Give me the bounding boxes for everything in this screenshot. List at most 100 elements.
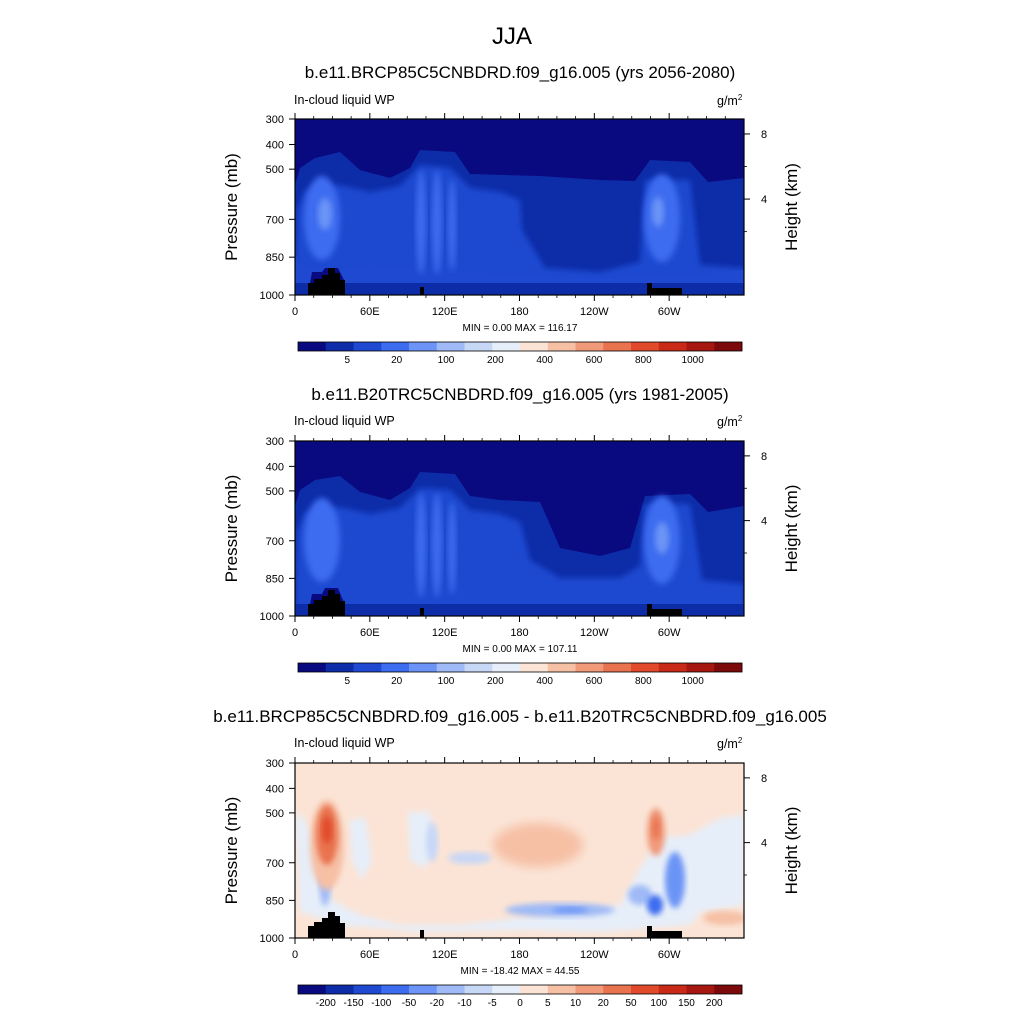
y-axis-label: Pressure (mb) (222, 797, 241, 905)
colorbar-label: -100 (371, 998, 391, 1009)
y-tick-label: 1000 (260, 611, 284, 623)
y2-tick-label: 4 (761, 838, 767, 850)
colorbar-label: 200 (487, 355, 504, 366)
colorbar-swatch (325, 342, 354, 351)
panel-2-contour-level-2 (295, 488, 744, 616)
panel-2-cell-5-core (655, 522, 669, 554)
colorbar-swatch (353, 342, 382, 351)
panel-3-units: g/m2 (717, 736, 743, 751)
colorbar-label: 20 (598, 998, 610, 1009)
y-tick-label: 500 (266, 164, 284, 176)
colorbar-label: 800 (635, 355, 652, 366)
colorbar-label: -150 (343, 998, 363, 1009)
colorbar-swatch (603, 663, 632, 672)
colorbar-label: 150 (678, 998, 695, 1009)
colorbar-swatch (520, 663, 549, 672)
x-tick-label: 60E (360, 627, 380, 639)
colorbar-swatch (298, 985, 327, 994)
colorbar-swatch (714, 663, 743, 672)
panel-1-variable-label: In-cloud liquid WP (294, 93, 395, 107)
colorbar-swatch (464, 342, 493, 351)
panel-3-contour-neg-9 (628, 885, 652, 905)
colorbar-swatch (409, 663, 438, 672)
y2-axis-label: Height (km) (782, 485, 801, 573)
panel-2-units: g/m2 (717, 414, 743, 429)
y-tick-label: 300 (266, 114, 284, 126)
colorbar-swatch (603, 342, 632, 351)
y2-tick-label: 4 (761, 516, 767, 528)
panel-3-contour-pos-7 (703, 911, 744, 925)
colorbar-label: -20 (430, 998, 445, 1009)
panel-1-terrain-africa (308, 268, 345, 295)
panel-2-field (295, 441, 744, 616)
colorbar-label: -200 (316, 998, 336, 1009)
colorbar-swatch (464, 985, 493, 994)
colorbar-label: 5 (345, 355, 351, 366)
colorbar-swatch (436, 342, 465, 351)
colorbar-swatch (298, 342, 327, 351)
colorbar-swatch (325, 985, 354, 994)
colorbar-label: 400 (536, 355, 553, 366)
panel-1-cell-2 (416, 170, 426, 274)
colorbar-swatch (381, 663, 410, 672)
colorbar-swatch (409, 985, 438, 994)
panel-2-terrain-africa (308, 590, 345, 616)
y-tick-label: 1000 (260, 290, 284, 302)
y-tick-label: 500 (266, 486, 284, 498)
panel-2: b.e11.B20TRC5CNBDRD.f09_g16.005 (yrs 198… (222, 385, 801, 687)
y-tick-label: 850 (266, 573, 284, 585)
panel-3-terrain-small (420, 930, 424, 938)
panel-3-stats: MIN = -18.42 MAX = 44.55 (461, 966, 580, 977)
colorbar-frame (297, 984, 743, 995)
panel-1-stats: MIN = 0.00 MAX = 116.17 (463, 323, 578, 334)
colorbar-label: 800 (635, 676, 652, 687)
panel-3-field (295, 763, 744, 938)
panel-1: b.e11.BRCP85C5CNBDRD.f09_g16.005 (yrs 20… (222, 63, 801, 366)
y-tick-label: 400 (266, 783, 284, 795)
colorbar-swatch (381, 342, 410, 351)
colorbar-swatch (575, 663, 604, 672)
colorbar-swatch (631, 985, 660, 994)
y-tick-label: 400 (266, 140, 284, 152)
colorbar-swatch (547, 985, 576, 994)
colorbar-swatch (409, 342, 438, 351)
y2-axis-label: Height (km) (782, 807, 801, 895)
colorbar-swatch (547, 342, 576, 351)
y-axis-label: Pressure (mb) (222, 475, 241, 583)
colorbar-frame (297, 341, 743, 352)
y-tick-label: 850 (266, 252, 284, 264)
colorbar-swatch (520, 985, 549, 994)
colorbar-swatch (631, 342, 660, 351)
colorbar-label: 1000 (682, 355, 705, 366)
y2-tick-label: 4 (761, 194, 767, 206)
colorbar-swatch (353, 985, 382, 994)
colorbar-swatch (492, 663, 521, 672)
panel-2-cell-1 (304, 498, 340, 582)
figure-title: JJA (492, 23, 532, 50)
colorbar-swatch (658, 985, 687, 994)
panel-3-colorbar: -200 -150 -100 -50 -20 -10 -5 0 5 10 20 50 100 150 200 (297, 984, 743, 1009)
x-tick-label: 60E (360, 306, 380, 318)
colorbar-label: 100 (438, 355, 455, 366)
colorbar-label: 50 (625, 998, 637, 1009)
colorbar-label: 10 (570, 998, 582, 1009)
x-tick-label: 0 (292, 949, 298, 961)
colorbar-swatch (298, 663, 327, 672)
colorbar-swatch (575, 985, 604, 994)
x-tick-label: 120W (580, 627, 609, 639)
panel-2-cell-4 (448, 502, 456, 594)
colorbar-swatch (631, 663, 660, 672)
panel-3-axes: 0 60E 120E 180 120W 60W 300 400 500 700 850 1000 8 4 P… (222, 757, 801, 961)
colorbar-swatch (353, 663, 382, 672)
colorbar-swatch (686, 342, 715, 351)
colorbar-label: -10 (457, 998, 472, 1009)
colorbar-swatch (603, 985, 632, 994)
colorbar-swatch (381, 985, 410, 994)
x-tick-label: 120E (432, 627, 458, 639)
colorbar-label: 100 (650, 998, 667, 1009)
panel-1-units: g/m2 (717, 93, 743, 108)
x-tick-label: 180 (510, 627, 528, 639)
colorbar-label: 600 (586, 355, 603, 366)
y-tick-label: 400 (266, 461, 284, 473)
y-tick-label: 700 (266, 214, 284, 226)
